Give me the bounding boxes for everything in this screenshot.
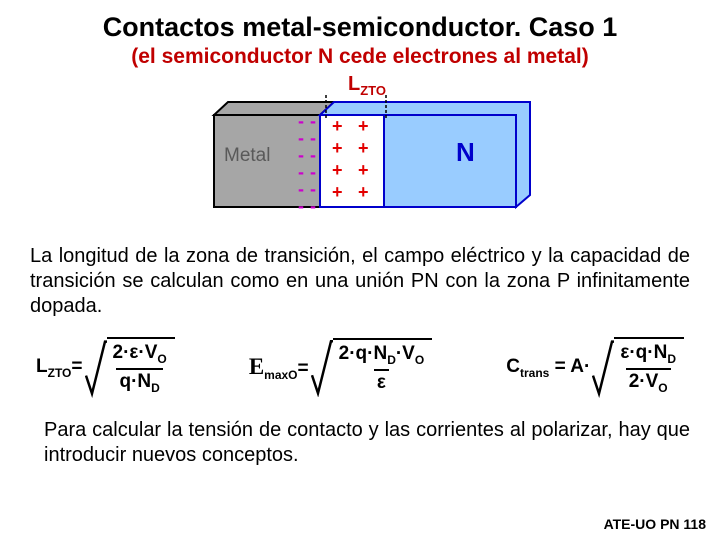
metal-label: Metal bbox=[224, 145, 270, 167]
metal-top-face bbox=[214, 102, 334, 115]
metal-semiconductor-diagram: LZTO Metal N ------ ------ ++++ ++++ bbox=[170, 77, 550, 232]
formulas-row: LZTO= 2·ε·VO q·ND EmaxO= 2·q·ND·VO bbox=[36, 337, 684, 398]
sqrt-icon bbox=[85, 337, 107, 398]
formula-lzto: LZTO= 2·ε·VO q·ND bbox=[36, 337, 175, 398]
paragraph-1: La longitud de la zona de transición, el… bbox=[30, 244, 690, 319]
page-title: Contactos metal-semiconductor. Caso 1 bbox=[30, 12, 690, 43]
sqrt-icon bbox=[592, 337, 614, 398]
footer-code: ATE-UO PN 118 bbox=[604, 516, 706, 532]
plus-charges-1: ++++ bbox=[332, 115, 343, 203]
formula-emax: EmaxO= 2·q·ND·VO ε bbox=[249, 338, 432, 396]
minus-charges-2: ------ bbox=[310, 113, 316, 215]
sqrt-icon bbox=[311, 338, 333, 396]
diagram-container: LZTO Metal N ------ ------ ++++ ++++ bbox=[30, 77, 690, 232]
paragraph-2: Para calcular la tensión de contacto y l… bbox=[44, 418, 690, 468]
plus-charges-2: ++++ bbox=[358, 115, 369, 203]
formula-ctrans: Ctrans = A· ε·q·ND 2·VO bbox=[506, 337, 684, 398]
page-subtitle: (el semiconductor N cede electrones al m… bbox=[30, 45, 690, 69]
semi-n-region bbox=[384, 115, 516, 207]
n-label: N bbox=[456, 137, 475, 168]
minus-charges-1: ------ bbox=[298, 113, 304, 215]
